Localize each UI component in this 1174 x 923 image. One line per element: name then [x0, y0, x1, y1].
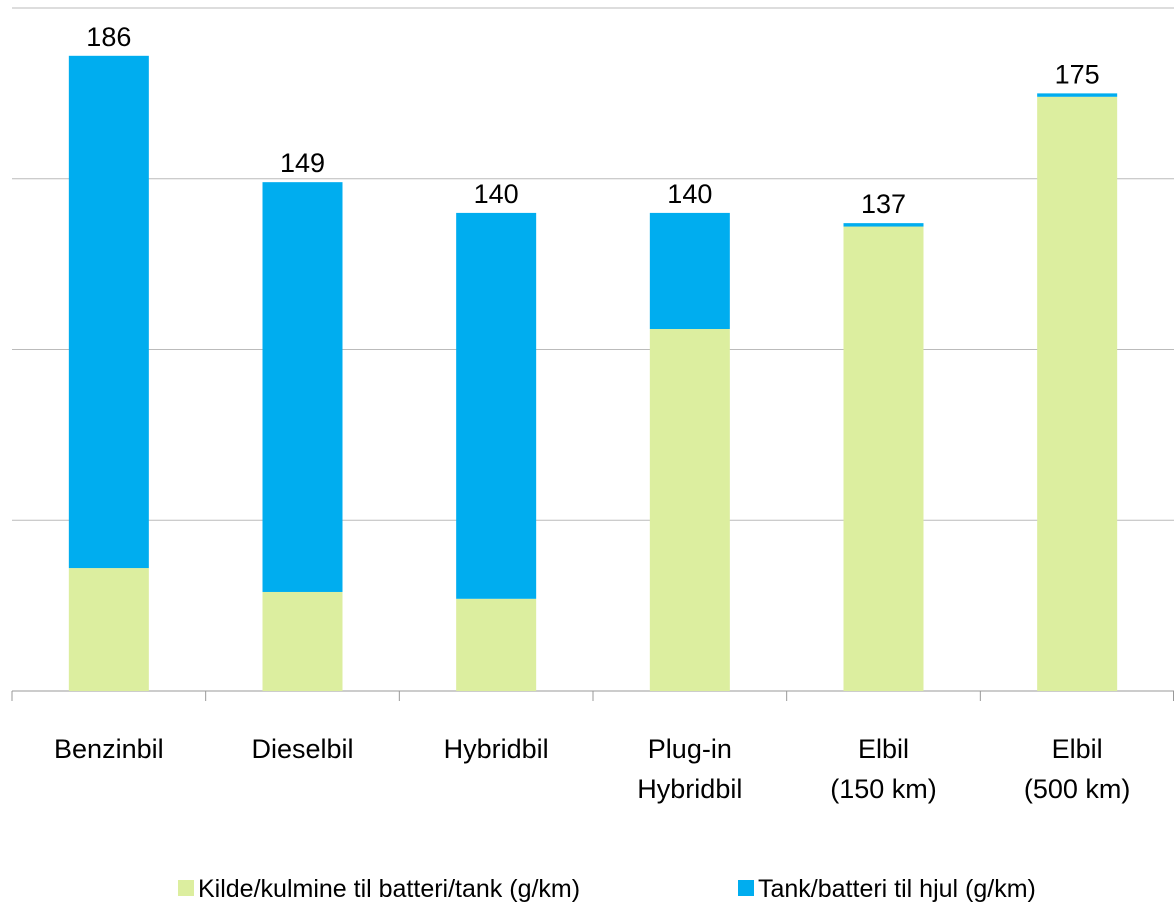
x-tick-label: Plug-in Hybridbil [637, 734, 742, 804]
legend-label: Kilde/kulmine til batteri/tank (g/km) [198, 875, 580, 903]
bar-segment [456, 598, 537, 691]
bar-segment [1037, 93, 1118, 97]
total-label: 186 [86, 22, 131, 52]
total-label: 149 [280, 148, 325, 178]
total-label: 140 [667, 179, 712, 209]
bar-segment [68, 568, 149, 691]
x-tick-label: Hybridbil [444, 734, 549, 764]
total-label: 137 [861, 189, 906, 219]
bar-segment [1037, 96, 1118, 692]
x-tick-label: Dieselbil [251, 734, 353, 764]
legend-swatch [738, 880, 754, 896]
bar-segment [262, 591, 343, 691]
x-tick-label: Elbil (500 km) [1024, 734, 1131, 804]
bar-segment [843, 226, 924, 691]
bar-segment [456, 212, 537, 599]
legend-label: Tank/batteri til hjul (g/km) [758, 875, 1036, 903]
total-label: 140 [474, 179, 519, 209]
bar-segment [649, 329, 730, 691]
legend-swatch [178, 880, 194, 896]
total-label: 175 [1055, 59, 1100, 89]
bar-segment [68, 55, 149, 569]
x-tick-label: Elbil (150 km) [830, 734, 937, 804]
bar-segment [649, 212, 730, 330]
bar-segment [843, 223, 924, 227]
x-tick-label: Benzinbil [54, 734, 164, 764]
bar-segment [262, 182, 343, 592]
